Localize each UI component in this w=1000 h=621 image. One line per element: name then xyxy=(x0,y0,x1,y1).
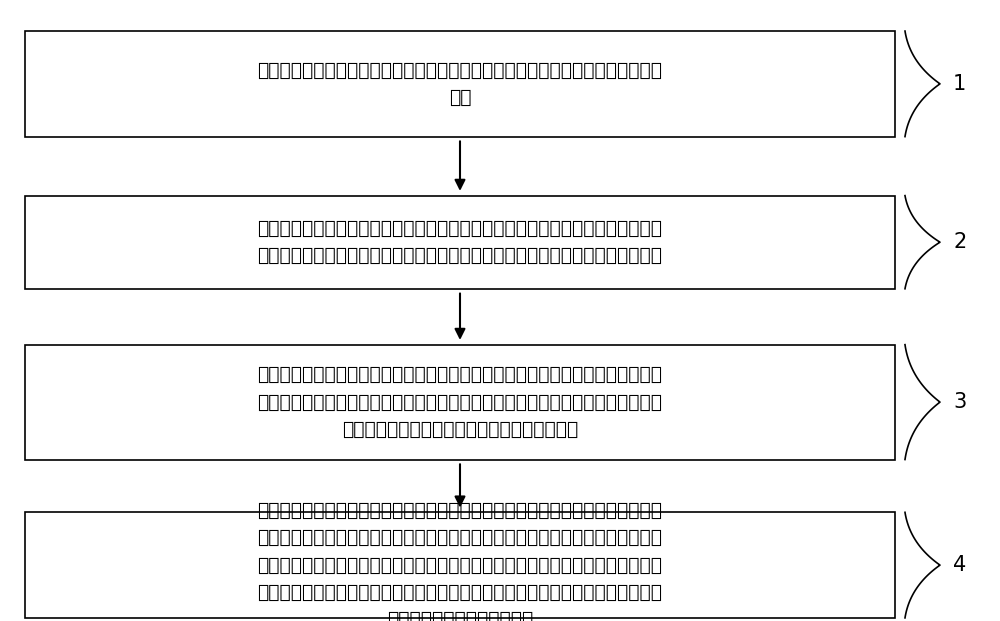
Text: 1: 1 xyxy=(953,74,966,94)
Text: 3: 3 xyxy=(953,392,966,412)
Bar xyxy=(25,345,895,460)
Text: 4: 4 xyxy=(953,555,966,575)
Text: 设定电压约束条件、谐波约束条件、三相电压不平衡约束条件及光伏发电自身约束
条件: 设定电压约束条件、谐波约束条件、三相电压不平衡约束条件及光伏发电自身约束 条件 xyxy=(258,61,662,107)
Text: 根据台区所接入负荷情况，以及设定的谐波约束条件与三相电压不平衡约束条件，
选择相应容量的调压调容变压器，并将其安装在台区变压器处，以替代台区变压器: 根据台区所接入负荷情况，以及设定的谐波约束条件与三相电压不平衡约束条件， 选择相… xyxy=(258,219,662,265)
Text: 在台区总进线位置装设一个控制器，用以检测台区输电线路首端的三相电压和三相
电流，在台区供电线路末端装设一个电压检测装置，用以检测输电线路末端的三相
电压，并将检: 在台区总进线位置装设一个控制器，用以检测台区输电线路首端的三相电压和三相 电流，… xyxy=(258,365,662,439)
Text: 通过控制器根据检测到的首端的三相电流与调压调容变压器的升容限值或降容限值
的大小关系，来调节调压调容变压器的运行容量；同时，通过控制器根据检测到的
末端的三相电: 通过控制器根据检测到的首端的三相电流与调压调容变压器的升容限值或降容限值 的大小… xyxy=(258,501,662,621)
Bar xyxy=(25,31,895,137)
Bar xyxy=(25,512,895,618)
Bar xyxy=(25,196,895,289)
Text: 2: 2 xyxy=(953,232,966,252)
